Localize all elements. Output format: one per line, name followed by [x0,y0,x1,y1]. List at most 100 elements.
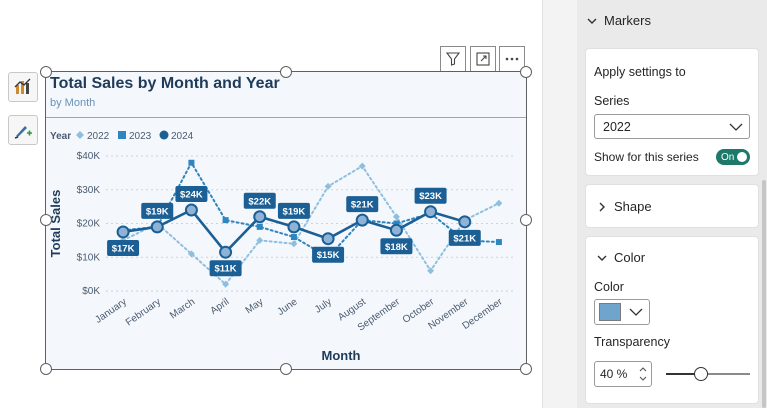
line-chart-visual[interactable]: Total Sales by Month and Year by Month Y… [45,71,527,370]
more-options-icon[interactable] [499,46,525,72]
y-axis-title: Total Sales [48,190,63,258]
chevron-down-icon [629,308,643,316]
data-point [256,236,264,244]
legend-item-2023: 2023 [118,131,152,142]
chevron-down-icon [587,18,597,24]
format-pane-scrollbar[interactable] [762,180,766,408]
data-point [427,267,435,275]
data-label-4: $22K [243,192,276,209]
resize-handle-top[interactable] [280,66,292,78]
y-tick-label: $10K [77,252,101,263]
legend-label: 2024 [171,131,194,142]
apply-settings-label: Apply settings to [594,65,686,79]
series-line-2022 [122,164,500,286]
show-for-series-toggle[interactable]: On [716,149,750,165]
legend-item-2022: 2022 [76,131,110,142]
shape-header-label: Shape [614,199,652,214]
data-label-text: $21K [453,233,476,244]
transparency-input[interactable]: 40 % [594,361,652,387]
data-label-text: $24K [180,190,203,201]
transparency-slider-fill [666,373,700,375]
data-point [389,223,403,237]
x-tick-label: April [209,296,232,316]
data-point [424,205,438,219]
color-picker[interactable] [594,299,650,325]
legend-title: Year [50,131,71,142]
color-header-label: Color [614,250,646,265]
filter-icon[interactable] [440,46,466,72]
chevron-right-icon [599,202,605,211]
data-label-8: $18K [380,238,413,255]
data-point [290,234,297,240]
data-label-text: $17K [112,243,135,254]
resize-handle-bottom[interactable] [280,363,292,375]
data-label-1: $19K [141,202,174,219]
shape-section-header[interactable]: Shape [596,199,652,214]
x-tick-label: July [313,296,334,315]
x-tick-label: March [168,296,197,321]
apply-settings-card: Apply settings to Series 2022 Show for t… [585,48,759,176]
legend-label: 2023 [129,131,152,142]
spinner-icon[interactable] [638,365,648,383]
resize-handle-top-right[interactable] [520,66,532,78]
chart-subtitle: by Month [50,97,96,109]
focus-mode-icon[interactable] [470,46,496,72]
data-point [355,213,369,227]
data-point [222,280,230,288]
resize-handle-top-left[interactable] [40,66,52,78]
visual-type-icon[interactable] [8,72,38,102]
data-point [219,245,233,259]
data-point [458,215,472,229]
data-point [253,210,267,224]
resize-handle-left[interactable] [40,214,52,226]
data-label-5: $19K [277,202,310,219]
legend-marker-diamond [76,131,84,139]
show-for-series-label: Show for this series [594,150,699,164]
chevron-down-icon [729,123,743,131]
data-label-text: $18K [385,242,408,253]
color-section-header[interactable]: Color [596,250,645,265]
markers-section-header[interactable]: Markers [586,13,651,28]
color-swatch [599,303,621,321]
data-label-text: $22K [248,196,271,207]
resize-handle-bottom-left[interactable] [40,363,52,375]
y-tick-label: $20K [77,219,101,230]
data-label-text: $21K [351,200,374,211]
pane-gutter [543,0,577,408]
data-label-bg [448,229,481,246]
data-label-bg [107,239,140,256]
data-label-bg [312,246,345,263]
data-label-bg [209,260,242,277]
transparency-slider-thumb[interactable] [693,367,708,381]
y-tick-label: $30K [77,185,101,196]
data-label-2: $24K [175,186,208,202]
data-point [184,203,198,217]
data-label-bg [380,238,413,255]
shape-card: Shape [585,184,759,228]
resize-handle-bottom-right[interactable] [520,363,532,375]
data-label-text: $15K [317,250,340,261]
chart-svg: Year 2022 2023 2024 $0K $10K $20K $30K $40K Janua… [48,130,516,363]
series-dropdown[interactable]: 2022 [594,114,750,139]
legend-marker-square [118,131,126,139]
transparency-value: 40 % [600,367,628,381]
x-tick-label: January [93,296,128,325]
toggle-state-label: On [721,151,735,163]
data-label-bg [141,202,174,219]
series-dropdown-value: 2022 [603,119,631,134]
x-axis-title: Month [322,348,361,363]
resize-handle-right[interactable] [520,214,532,226]
series-label: Series [594,94,630,108]
data-point [256,223,263,230]
chart-title: Total Sales by Month and Year [50,75,280,92]
data-point [187,250,195,258]
format-brush-icon[interactable] [8,115,38,145]
data-label-bg [277,202,310,219]
toggle-knob [737,152,747,162]
transparency-slider[interactable] [666,367,750,381]
data-point [324,182,332,190]
data-label-7: $21K [346,196,379,213]
data-point [150,220,164,234]
legend-item-2024: 2024 [159,130,194,142]
report-canvas: Total Sales by Month and Year by Month Y… [0,0,543,408]
